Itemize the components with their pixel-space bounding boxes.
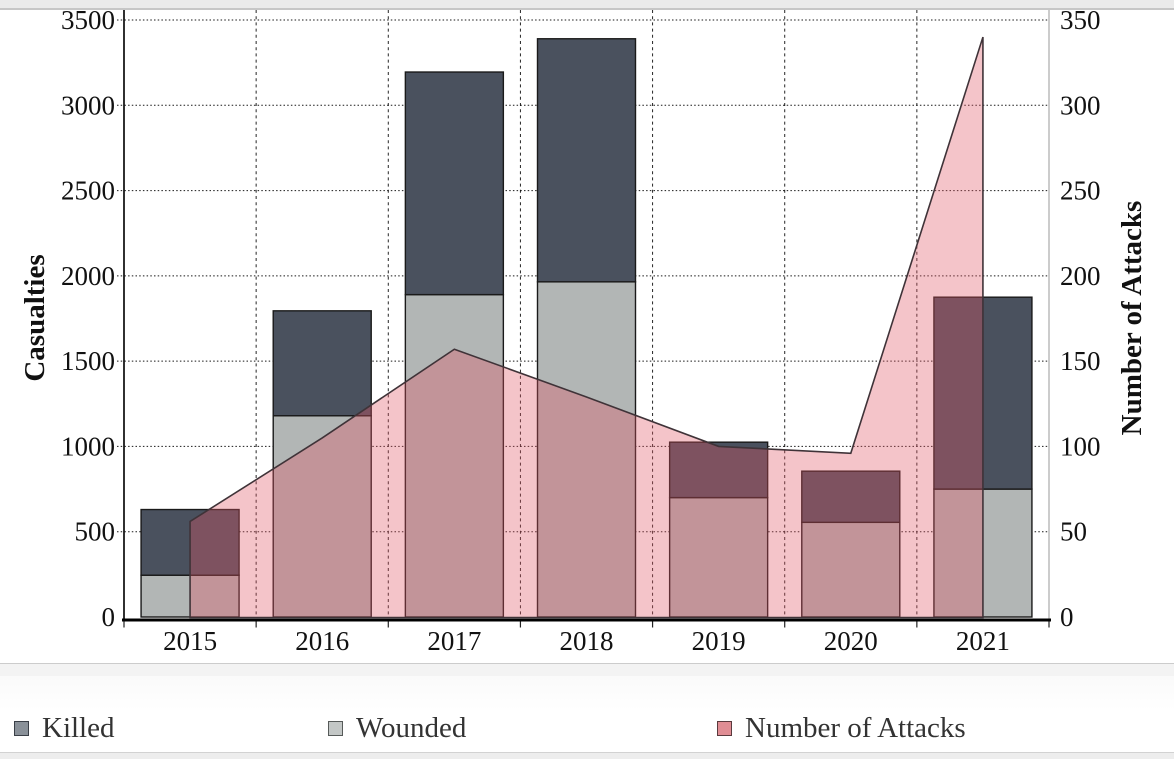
left-axis-tick-label: 0	[102, 602, 116, 632]
right-axis-tick-label: 100	[1060, 431, 1101, 461]
right-axis-tick-label: 300	[1060, 90, 1101, 120]
bar-killed-2019	[668, 441, 769, 499]
right-axis-title: Number of Attacks	[1116, 201, 1148, 436]
x-axis-label-2018: 2018	[560, 626, 614, 656]
bar-killed-2020	[801, 470, 901, 524]
x-axis-label-2015: 2015	[163, 626, 217, 656]
bar-wounded-2016	[272, 415, 372, 618]
bar-wounded-2017	[404, 293, 505, 618]
legend-label-killed: Killed	[42, 711, 115, 744]
left-axis-title: Casualties	[19, 254, 51, 381]
top-window-strip	[0, 0, 1174, 10]
x-axis-label-2020: 2020	[824, 626, 878, 656]
number-of-attacks-swatch-icon	[717, 720, 732, 736]
left-axis-tick-label: 3500	[61, 5, 115, 35]
legend-item-wounded: Wounded	[328, 712, 466, 744]
bar-killed-2018	[536, 38, 637, 283]
right-axis-tick-label: 350	[1060, 5, 1101, 35]
left-axis-tick-label: 1000	[61, 431, 115, 461]
bar-wounded-2018	[536, 281, 637, 618]
bar-wounded-2020	[801, 521, 901, 618]
right-axis-tick-label: 50	[1060, 517, 1087, 547]
chart-legend: Killed Wounded Number of Attacks	[0, 676, 1174, 752]
left-axis-tick-label: 1500	[61, 346, 115, 376]
legend-label-wounded: Wounded	[356, 711, 467, 744]
left-axis-tick-label: 3000	[61, 90, 115, 120]
killed-swatch-icon	[14, 720, 29, 736]
left-axis-tick-label: 2000	[61, 261, 115, 291]
bottom-window-strip	[0, 752, 1174, 759]
right-axis-tick-label: 250	[1060, 176, 1101, 206]
bar-wounded-2019	[668, 496, 769, 618]
wounded-swatch-icon	[328, 720, 343, 736]
x-axis-label-2019: 2019	[692, 626, 746, 656]
x-axis-label-2017: 2017	[427, 626, 481, 656]
x-axis	[122, 618, 1051, 622]
x-axis-label-2016: 2016	[295, 626, 349, 656]
legend-item-number-of-attacks: Number of Attacks	[717, 712, 966, 744]
horizontal-scrollbar-track	[0, 663, 1174, 676]
right-axis-tick-label: 200	[1060, 261, 1101, 291]
legend-label-number-of-attacks: Number of Attacks	[745, 711, 966, 744]
bar-killed-2016	[272, 310, 372, 417]
legend-item-killed: Killed	[14, 712, 115, 744]
area-number-of-attacks	[189, 36, 984, 619]
right-axis-tick-label: 150	[1060, 346, 1101, 376]
left-axis-tick-label: 500	[75, 517, 116, 547]
casualties-attacks-combo-chart: 0 500 1000 1500 2000 2500 3000 3500 0 50 100 150 200…	[19, 5, 1148, 656]
bar-killed-2017	[404, 71, 505, 296]
x-axis-label-2021: 2021	[956, 626, 1010, 656]
left-axis-tick-label: 2500	[61, 176, 115, 206]
right-axis-tick-label: 0	[1060, 602, 1074, 632]
